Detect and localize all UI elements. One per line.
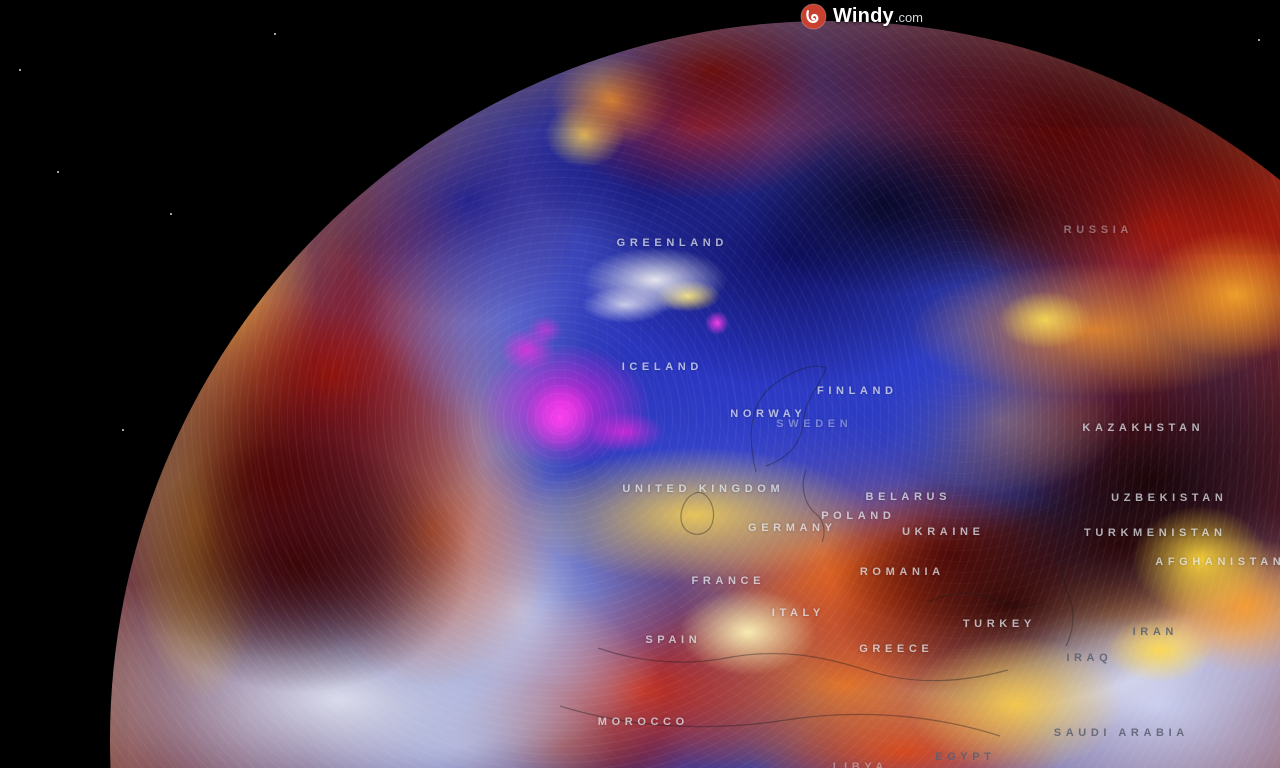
star [170,213,172,215]
brand-tld: .com [894,10,923,25]
windy-logo[interactable]: Windy .com [800,3,923,30]
star [19,69,21,71]
brand-name: Windy [833,5,894,27]
star [57,171,59,173]
windy-swirl-icon [800,3,827,30]
windy-logo-text: Windy .com [833,5,923,28]
star [274,33,276,35]
star [1258,39,1260,41]
wind-flow-streaks-overlay [110,21,1280,768]
globe-map[interactable] [110,21,1280,768]
star [122,429,124,431]
globe-limb-shading [110,21,1280,768]
